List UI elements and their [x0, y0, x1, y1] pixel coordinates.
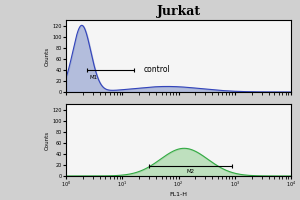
Text: Jurkat: Jurkat: [156, 5, 201, 18]
X-axis label: FL1-H: FL1-H: [169, 192, 188, 197]
Y-axis label: Counts: Counts: [45, 130, 50, 150]
Y-axis label: Counts: Counts: [45, 46, 50, 66]
Text: control: control: [143, 65, 170, 74]
Text: M1: M1: [90, 75, 98, 80]
Text: M2: M2: [187, 169, 195, 174]
